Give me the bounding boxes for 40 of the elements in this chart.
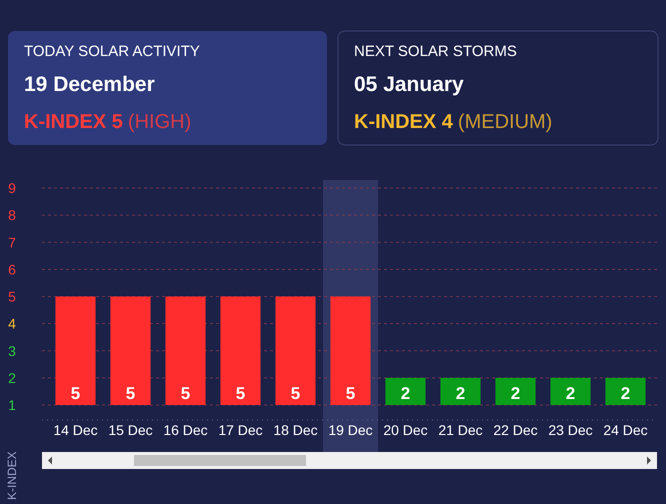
- y-tick-label: 7: [8, 234, 16, 250]
- y-tick-label: 8: [8, 207, 16, 224]
- data-label: 2: [510, 384, 520, 403]
- x-tick-label: 15 Dec: [108, 422, 153, 438]
- text: 05 January: [354, 73, 464, 96]
- x-tick-label: 21 Dec: [438, 422, 483, 438]
- y-tick-label: 3: [8, 342, 16, 359]
- data-label: 5: [180, 384, 190, 403]
- text: K-INDEX 5: [24, 111, 123, 133]
- x-tick-label: 18 Dec: [273, 422, 318, 438]
- x-tick-label: 23 Dec: [548, 422, 593, 438]
- data-label: 5: [236, 384, 246, 403]
- y-tick-label: 2: [8, 370, 16, 386]
- x-tick-label: 24 Dec: [603, 422, 648, 438]
- y-tick-label: 6: [8, 261, 16, 278]
- text: TODAY SOLAR ACTIVITY: [24, 43, 200, 60]
- text: (HIGH): [128, 111, 192, 133]
- data-label: 2: [456, 384, 466, 403]
- y-tick-label: 4: [8, 316, 16, 332]
- text: 19 December: [24, 73, 155, 96]
- y-tick-label: 5: [8, 288, 16, 304]
- text: NEXT SOLAR STORMS: [354, 43, 517, 60]
- y-tick-label: 1: [8, 397, 16, 413]
- data-label: 5: [346, 384, 356, 403]
- data-label: 5: [290, 384, 300, 403]
- y-axis-title: K-INDEX: [5, 451, 19, 500]
- x-tick-label: 14 Dec: [53, 422, 98, 438]
- data-label: 5: [70, 384, 80, 403]
- x-tick-label: 19 Dec: [328, 422, 373, 438]
- y-tick-label: 9: [8, 180, 16, 196]
- data-label: 2: [566, 384, 576, 403]
- data-label: 2: [620, 384, 630, 403]
- x-tick-label: 22 Dec: [493, 422, 538, 438]
- data-label: 2: [400, 384, 410, 403]
- x-tick-label: 17 Dec: [218, 422, 263, 438]
- x-tick-label: 20 Dec: [383, 422, 428, 438]
- data-label: 5: [126, 384, 136, 403]
- x-tick-label: 16 Dec: [163, 422, 208, 438]
- text: (MEDIUM): [458, 111, 552, 133]
- text: K-INDEX 4: [354, 111, 454, 133]
